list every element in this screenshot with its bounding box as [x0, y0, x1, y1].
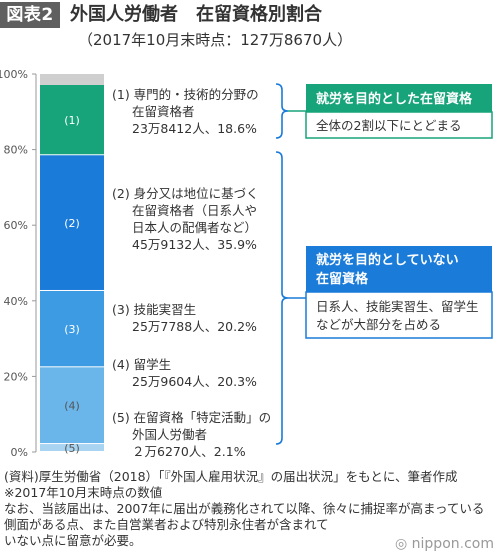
data-label: 25万9604人、20.3%: [132, 374, 257, 389]
y-tick-label: 60%: [4, 219, 28, 232]
category-description: (3) 技能実習生: [112, 302, 196, 317]
data-label: 23万8412人、18.6%: [132, 121, 257, 136]
brand-mark-icon: ◎: [394, 536, 408, 552]
callout-working-header-bg: [306, 84, 492, 112]
segment-label: (2): [64, 217, 80, 230]
callout-working-body-bg: [305, 111, 493, 139]
caveat-note-line-1: なお、当該届出は、2007年に届出が義務化されて以降、徐々に捕捉率が高まっている: [4, 501, 485, 516]
y-tick-label: 0%: [11, 446, 28, 459]
category-description: 在留資格者（日系人や: [132, 203, 257, 218]
bar-segment: [40, 155, 104, 290]
y-tick-label: 20%: [4, 370, 28, 383]
y-tick-label: 40%: [4, 295, 28, 308]
bar-segment: [40, 84, 104, 155]
callout-working-header: 就労を目的とした在留資格: [316, 91, 473, 107]
caveat-note-line-2: 側面がある点、また自営業者および特別永住者が含まれて: [4, 517, 329, 532]
bar-remainder: [40, 74, 104, 85]
segment-label: (3): [64, 323, 80, 336]
chart-title: 外国人労働者 在留資格別割合: [70, 4, 322, 25]
category-description: (4) 留学生: [112, 357, 171, 372]
chart-subtitle: （2017年10月末時点：127万8670人）: [78, 31, 353, 49]
stacked-bar-chart: 0% 20% 40% 60% 80% 100% (5) (4) (3) (2) (1) (5) 在留資…: [0, 68, 493, 459]
segment-label: (4): [64, 400, 80, 413]
data-label: ２万6270人、2.1%: [132, 444, 246, 459]
segment-label: (5): [64, 442, 80, 455]
data-label: 45万9132人、35.9%: [132, 237, 257, 252]
brand-logo: ◎ nippon.com: [394, 536, 494, 552]
callout-non-working-header-bg: [306, 246, 492, 292]
category-description: (1) 専門的・技術的分野の: [112, 87, 259, 102]
data-label: 25万7788人、20.2%: [132, 319, 257, 334]
y-tick-label: 80%: [4, 144, 28, 157]
caveat-note-line-3: いない点に留意が必要。: [4, 533, 142, 548]
source-note: (資料)厚生労働省（2018）「『外国人雇用状況』の届出状況」をもとに、筆者作成: [4, 469, 458, 484]
bar-segment: [40, 290, 104, 367]
header: 図表2 外国人労働者 在留資格別割合 （2017年10月末時点：127万8670…: [0, 0, 500, 49]
category-description: (5) 在留資格「特定活動」の: [112, 410, 271, 425]
callout-non-working-body-bg: [305, 291, 493, 339]
category-description: 外国人労働者: [132, 427, 207, 442]
bracket-working: [275, 83, 289, 139]
callout-non-working-header-2: 在留資格: [316, 271, 369, 287]
y-tick-label: 100%: [0, 68, 28, 81]
bar-segment: [40, 367, 104, 444]
callout-non-working-body-2: などが大部分を占める: [316, 317, 441, 332]
date-note: ※2017年10月末時点の数値: [4, 485, 163, 500]
bar-segment: [40, 444, 104, 451]
callout-working-body: 全体の2割以下にとどまる: [316, 118, 461, 133]
category-description: 日本人の配偶者など）: [132, 220, 257, 235]
callout-non-working-header: 就労を目的としていない: [316, 252, 459, 268]
category-description: 在留資格者: [132, 104, 195, 119]
bracket-non-working: [275, 151, 289, 445]
segment-label: (1): [64, 114, 80, 127]
figure-tag: 図表2: [0, 2, 60, 28]
category-description: (2) 身分又は地位に基づく: [112, 186, 259, 201]
callout-non-working-body-1: 日系人、技能実習生、留学生: [316, 299, 479, 314]
